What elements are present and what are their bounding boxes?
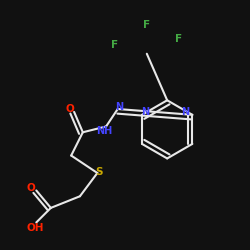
Text: OH: OH: [27, 223, 44, 233]
Text: N: N: [142, 108, 150, 118]
Text: N: N: [181, 107, 189, 117]
Text: F: F: [175, 34, 182, 44]
Text: S: S: [95, 166, 102, 176]
Text: O: O: [65, 104, 74, 114]
Text: NH: NH: [96, 126, 113, 136]
Text: F: F: [111, 40, 118, 50]
Text: F: F: [143, 20, 150, 30]
Text: O: O: [27, 182, 36, 192]
Text: N: N: [115, 102, 123, 112]
